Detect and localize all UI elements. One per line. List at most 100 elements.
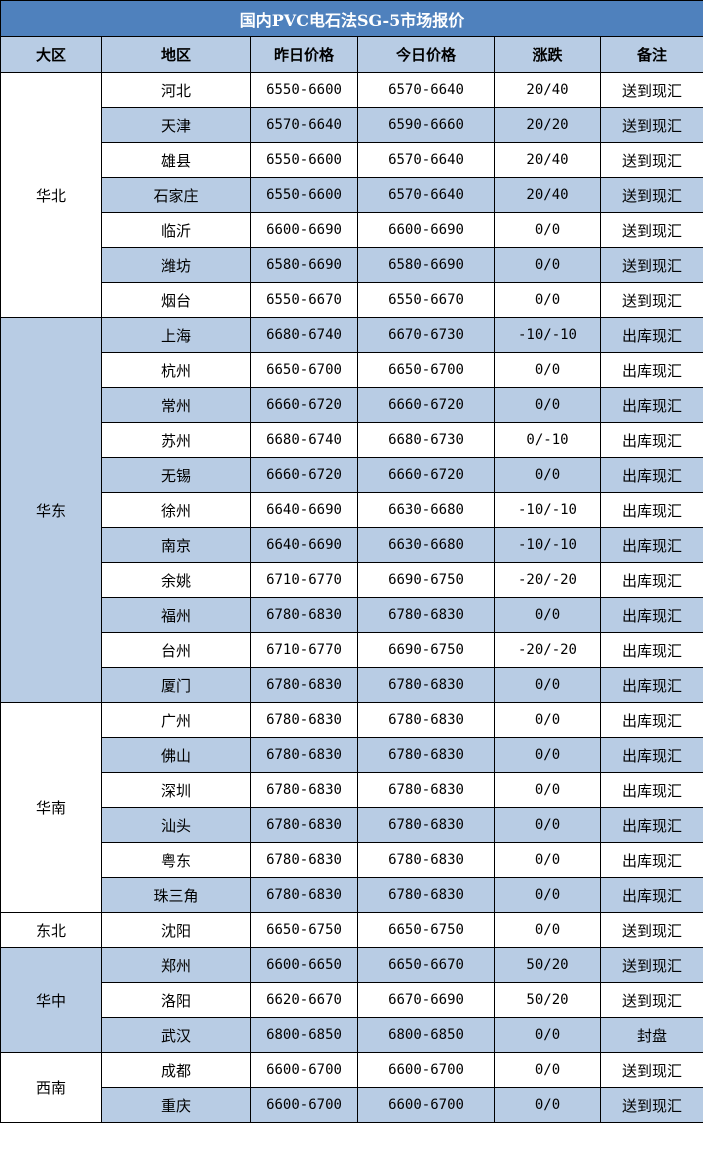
city-cell: 台州 xyxy=(101,632,251,668)
today-price-cell: 6630-6680 xyxy=(357,492,495,528)
change-cell: -10/-10 xyxy=(494,527,601,563)
yesterday-price-cell: 6640-6690 xyxy=(250,527,358,563)
city-cell: 临沂 xyxy=(101,212,251,248)
today-price-cell: 6690-6750 xyxy=(357,632,495,668)
table-row: 粤东 6780-6830 6780-6830 0/0 出库现汇 xyxy=(1,842,703,878)
yesterday-price-cell: 6640-6690 xyxy=(250,492,358,528)
table-row: 石家庄 6550-6600 6570-6640 20/40 送到现汇 xyxy=(1,177,703,213)
table-row: 常州 6660-6720 6660-6720 0/0 出库现汇 xyxy=(1,387,703,423)
today-price-cell: 6670-6730 xyxy=(357,317,495,353)
yesterday-price-cell: 6660-6720 xyxy=(250,387,358,423)
header-row: 大区 地区 昨日价格 今日价格 涨跌 备注 xyxy=(0,36,703,73)
city-cell: 重庆 xyxy=(101,1087,251,1123)
today-price-cell: 6630-6680 xyxy=(357,527,495,563)
note-cell: 送到现汇 xyxy=(599,982,703,1018)
today-price-cell: 6780-6830 xyxy=(357,702,495,738)
today-price-cell: 6780-6830 xyxy=(357,877,495,913)
city-cell: 南京 xyxy=(101,527,251,563)
today-price-cell: 6780-6830 xyxy=(357,807,495,843)
note-cell: 出库现汇 xyxy=(599,492,703,528)
yesterday-price-cell: 6680-6740 xyxy=(250,317,358,353)
change-cell: 0/0 xyxy=(494,247,601,283)
city-cell: 石家庄 xyxy=(101,177,251,213)
note-cell: 送到现汇 xyxy=(599,1087,703,1123)
change-cell: -20/-20 xyxy=(494,562,601,598)
header-yesterday-price: 昨日价格 xyxy=(250,36,358,73)
city-cell: 厦门 xyxy=(101,667,251,703)
yesterday-price-cell: 6710-6770 xyxy=(250,632,358,668)
city-cell: 洛阳 xyxy=(101,982,251,1018)
table-row: 华南 广州 6780-6830 6780-6830 0/0 出库现汇 xyxy=(0,702,703,913)
header-change: 涨跌 xyxy=(494,36,601,73)
yesterday-price-cell: 6780-6830 xyxy=(250,737,358,773)
today-price-cell: 6600-6690 xyxy=(357,212,495,248)
table-row: 雄县 6550-6600 6570-6640 20/40 送到现汇 xyxy=(1,142,703,178)
yesterday-price-cell: 6680-6740 xyxy=(250,422,358,458)
yesterday-price-cell: 6600-6650 xyxy=(250,947,358,983)
note-cell: 出库现汇 xyxy=(599,667,703,703)
today-price-cell: 6600-6700 xyxy=(357,1087,495,1123)
change-cell: 0/0 xyxy=(494,772,601,808)
city-cell: 广州 xyxy=(101,702,251,738)
yesterday-price-cell: 6600-6700 xyxy=(250,1087,358,1123)
note-cell: 出库现汇 xyxy=(599,527,703,563)
table-row: 华北 河北 6550-6600 6570-6640 20/40 送到现汇 xyxy=(0,72,703,318)
yesterday-price-cell: 6780-6830 xyxy=(250,807,358,843)
today-price-cell: 6800-6850 xyxy=(357,1017,495,1053)
change-cell: 0/0 xyxy=(494,282,601,318)
change-cell: 0/0 xyxy=(494,877,601,913)
city-cell: 苏州 xyxy=(101,422,251,458)
city-cell: 汕头 xyxy=(101,807,251,843)
today-price-cell: 6650-6700 xyxy=(357,352,495,388)
header-region: 大区 xyxy=(0,36,102,73)
table-row: 临沂 6600-6690 6600-6690 0/0 送到现汇 xyxy=(1,212,703,248)
today-price-cell: 6590-6660 xyxy=(357,107,495,143)
city-cell: 珠三角 xyxy=(101,877,251,913)
change-cell: 50/20 xyxy=(494,982,601,1018)
change-cell: 0/0 xyxy=(494,912,601,948)
table-row: 佛山 6780-6830 6780-6830 0/0 出库现汇 xyxy=(1,737,703,773)
yesterday-price-cell: 6650-6750 xyxy=(250,912,358,948)
region-cell: 华中 xyxy=(0,947,102,1053)
today-price-cell: 6570-6640 xyxy=(357,72,495,108)
today-price-cell: 6570-6640 xyxy=(357,177,495,213)
yesterday-price-cell: 6570-6640 xyxy=(250,107,358,143)
city-cell: 深圳 xyxy=(101,772,251,808)
change-cell: 20/20 xyxy=(494,107,601,143)
note-cell: 出库现汇 xyxy=(599,877,703,913)
city-cell: 杭州 xyxy=(101,352,251,388)
note-cell: 出库现汇 xyxy=(599,457,703,493)
city-cell: 成都 xyxy=(101,1052,251,1088)
change-cell: 0/0 xyxy=(494,212,601,248)
header-note: 备注 xyxy=(599,36,703,73)
note-cell: 封盘 xyxy=(599,1017,703,1053)
note-cell: 送到现汇 xyxy=(599,177,703,213)
table-row: 徐州 6640-6690 6630-6680 -10/-10 出库现汇 xyxy=(1,492,703,528)
change-cell: 0/0 xyxy=(494,1017,601,1053)
table-row: 汕头 6780-6830 6780-6830 0/0 出库现汇 xyxy=(1,807,703,843)
yesterday-price-cell: 6600-6700 xyxy=(250,1052,358,1088)
change-cell: 0/-10 xyxy=(494,422,601,458)
yesterday-price-cell: 6780-6830 xyxy=(250,597,358,633)
yesterday-price-cell: 6780-6830 xyxy=(250,877,358,913)
yesterday-price-cell: 6550-6600 xyxy=(250,142,358,178)
table-row: 珠三角 6780-6830 6780-6830 0/0 出库现汇 xyxy=(1,877,703,913)
change-cell: -10/-10 xyxy=(494,492,601,528)
region-cell: 华东 xyxy=(0,317,102,703)
note-cell: 出库现汇 xyxy=(599,387,703,423)
table-row: 洛阳 6620-6670 6670-6690 50/20 送到现汇 xyxy=(1,982,703,1018)
yesterday-price-cell: 6780-6830 xyxy=(250,772,358,808)
region-cell: 西南 xyxy=(0,1052,102,1123)
city-cell: 佛山 xyxy=(101,737,251,773)
change-cell: 0/0 xyxy=(494,667,601,703)
city-cell: 雄县 xyxy=(101,142,251,178)
today-price-cell: 6600-6700 xyxy=(357,1052,495,1088)
city-cell: 上海 xyxy=(101,317,251,353)
yesterday-price-cell: 6550-6600 xyxy=(250,72,358,108)
table-row: 厦门 6780-6830 6780-6830 0/0 出库现汇 xyxy=(1,667,703,703)
note-cell: 送到现汇 xyxy=(599,247,703,283)
city-cell: 余姚 xyxy=(101,562,251,598)
note-cell: 送到现汇 xyxy=(599,72,703,108)
note-cell: 出库现汇 xyxy=(599,702,703,738)
note-cell: 出库现汇 xyxy=(599,422,703,458)
